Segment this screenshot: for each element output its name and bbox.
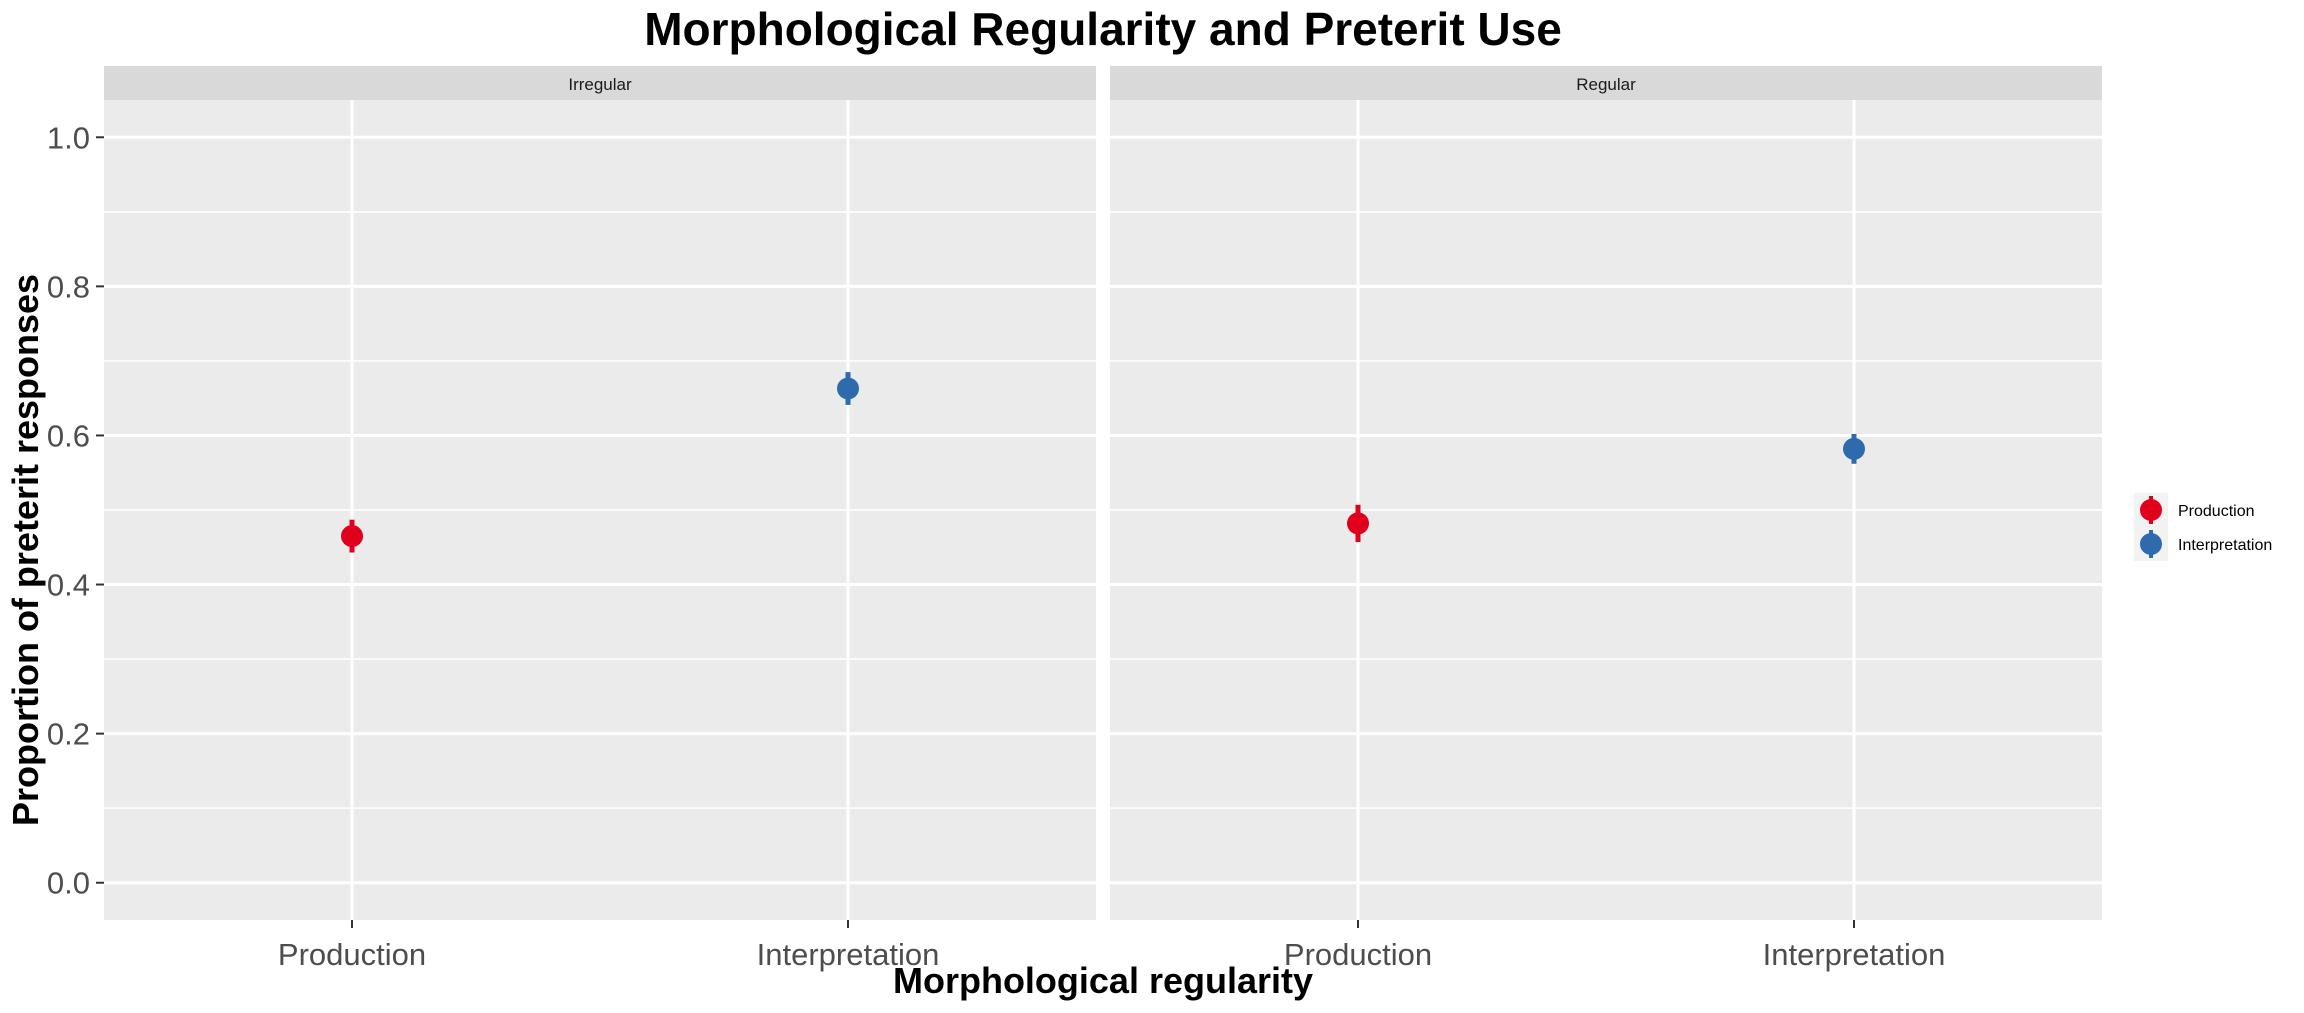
x-tick-label: Production bbox=[278, 937, 426, 972]
y-axis-title: Proportion of preterit responses bbox=[5, 274, 46, 826]
y-tick-label: 1.0 bbox=[47, 120, 90, 155]
x-tick-label: Interpretation bbox=[1763, 937, 1946, 972]
panel-irregular: Irregular Production Interpretation bbox=[104, 66, 1096, 972]
y-tick-label: 0.2 bbox=[47, 717, 90, 752]
legend-key-point bbox=[2140, 499, 2162, 521]
y-tick-label: 0.4 bbox=[47, 568, 90, 603]
data-point bbox=[1347, 512, 1369, 535]
y-tick-label: 0.8 bbox=[47, 269, 90, 304]
legend-key-point bbox=[2140, 533, 2162, 555]
x-axis-title: Morphological regularity bbox=[893, 960, 1313, 1001]
data-point bbox=[341, 525, 363, 548]
facet-strip bbox=[1110, 66, 2102, 100]
legend: Production Interpretation bbox=[2134, 493, 2272, 561]
y-tick-label: 0.6 bbox=[47, 418, 90, 453]
facet-strip-label: Regular bbox=[1576, 75, 1636, 94]
facet-strip bbox=[104, 66, 1096, 100]
y-axis: 0.0 0.2 0.4 0.6 0.8 1.0 bbox=[47, 120, 104, 901]
x-tick-label: Interpretation bbox=[757, 937, 940, 972]
chart-title: Morphological Regularity and Preterit Us… bbox=[644, 3, 1562, 55]
x-tick-label: Production bbox=[1284, 937, 1432, 972]
facet-strip-label: Irregular bbox=[568, 75, 632, 94]
legend-label: Interpretation bbox=[2178, 537, 2272, 554]
data-point bbox=[837, 377, 859, 400]
data-point bbox=[1843, 437, 1865, 460]
y-tick-label: 0.0 bbox=[47, 866, 90, 901]
panel-regular: Regular Production Interpretation bbox=[1110, 66, 2102, 972]
legend-label: Production bbox=[2178, 503, 2255, 520]
